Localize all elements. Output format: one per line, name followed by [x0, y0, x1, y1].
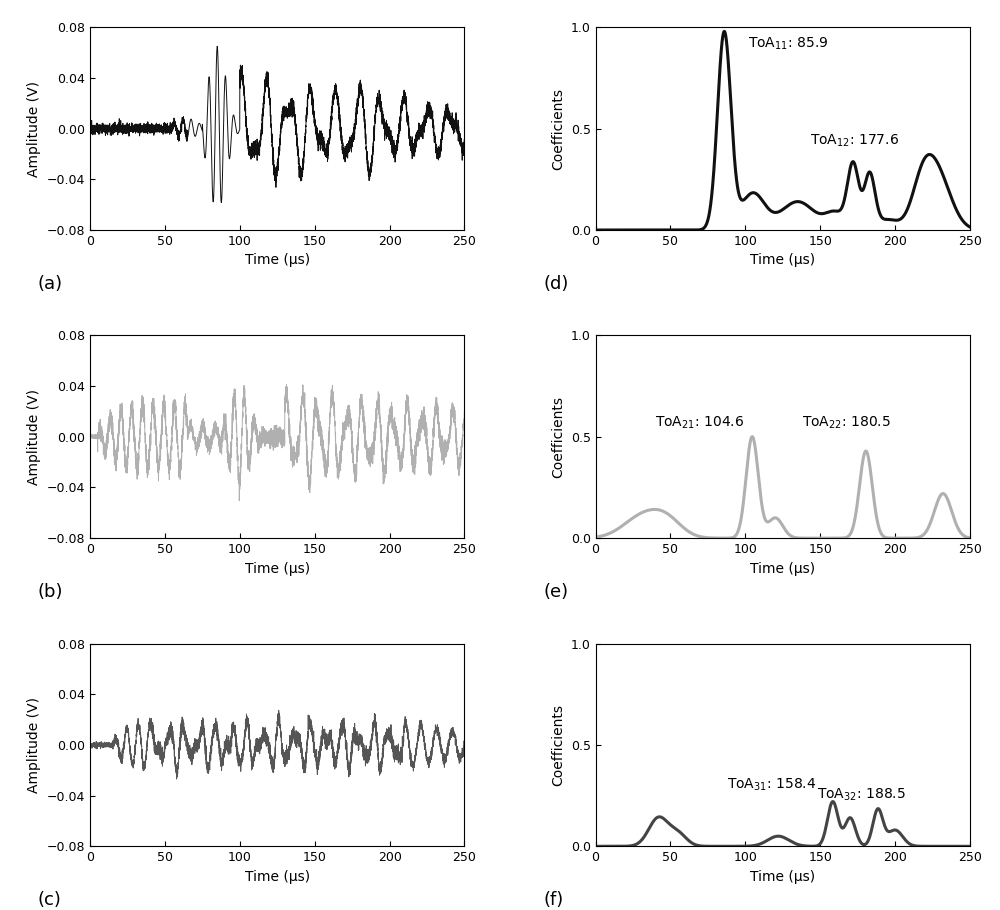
Text: (f): (f) [543, 891, 563, 909]
Text: $\mathrm{ToA}_{21}$: 104.6: $\mathrm{ToA}_{21}$: 104.6 [655, 415, 745, 431]
Text: (b): (b) [38, 582, 63, 601]
Text: $\mathrm{ToA}_{12}$: 177.6: $\mathrm{ToA}_{12}$: 177.6 [810, 133, 899, 149]
Y-axis label: Amplitude (V): Amplitude (V) [27, 697, 41, 793]
Y-axis label: Coefficients: Coefficients [551, 87, 565, 169]
Y-axis label: Coefficients: Coefficients [551, 704, 565, 786]
Text: $\mathrm{ToA}_{31}$: 158.4: $\mathrm{ToA}_{31}$: 158.4 [727, 776, 817, 793]
Text: (d): (d) [543, 275, 568, 293]
Text: (e): (e) [543, 582, 568, 601]
X-axis label: Time (μs): Time (μs) [750, 254, 815, 268]
X-axis label: Time (μs): Time (μs) [245, 254, 310, 268]
X-axis label: Time (μs): Time (μs) [245, 561, 310, 576]
X-axis label: Time (μs): Time (μs) [245, 870, 310, 884]
Y-axis label: Amplitude (V): Amplitude (V) [27, 389, 41, 485]
X-axis label: Time (μs): Time (μs) [750, 561, 815, 576]
Y-axis label: Amplitude (V): Amplitude (V) [27, 81, 41, 177]
Text: (a): (a) [38, 275, 63, 293]
Text: (c): (c) [38, 891, 61, 909]
Text: $\mathrm{ToA}_{22}$: 180.5: $\mathrm{ToA}_{22}$: 180.5 [802, 415, 891, 431]
Text: $\mathrm{ToA}_{32}$: 188.5: $\mathrm{ToA}_{32}$: 188.5 [817, 786, 906, 803]
Y-axis label: Coefficients: Coefficients [551, 396, 565, 478]
X-axis label: Time (μs): Time (μs) [750, 870, 815, 884]
Text: $\mathrm{ToA}_{11}$: 85.9: $\mathrm{ToA}_{11}$: 85.9 [748, 35, 829, 52]
